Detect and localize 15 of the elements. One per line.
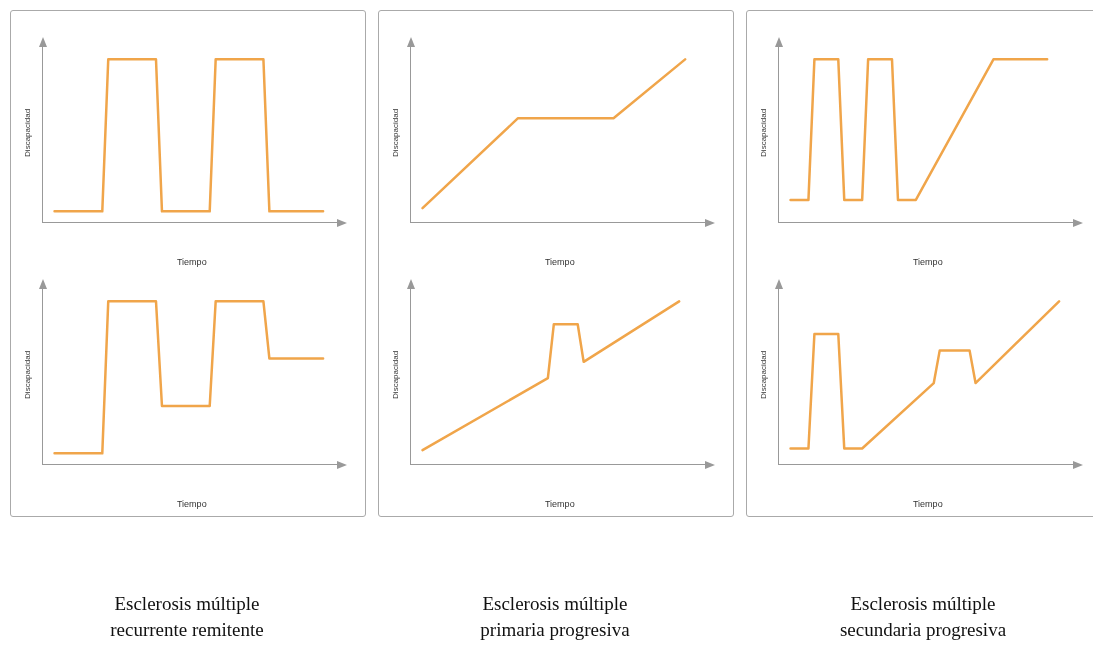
x-axis-title: Tiempo	[912, 257, 943, 268]
text: Esclerosis múltiple recurrente remitente	[109, 592, 265, 642]
y-axis-title: Discapacidad	[391, 108, 400, 157]
y-axis-title: Discapacidad	[391, 350, 400, 399]
y-axis-title: Discapacidad	[759, 108, 768, 157]
text: Esclerosis múltiple secundaria progresiva	[838, 592, 1008, 642]
x-axis-title: Tiempo	[912, 499, 943, 510]
text: Esclerosis múltiple primaria progresiva	[479, 592, 631, 642]
y-axis-title: Discapacidad	[23, 350, 32, 399]
x-axis-title: Tiempo	[176, 257, 207, 268]
x-axis-title: Tiempo	[544, 257, 575, 268]
y-axis-title: Discapacidad	[23, 108, 32, 157]
y-axis-title: Discapacidad	[759, 350, 768, 399]
x-axis-title: Tiempo	[176, 499, 207, 510]
x-axis-title: Tiempo	[544, 499, 575, 510]
